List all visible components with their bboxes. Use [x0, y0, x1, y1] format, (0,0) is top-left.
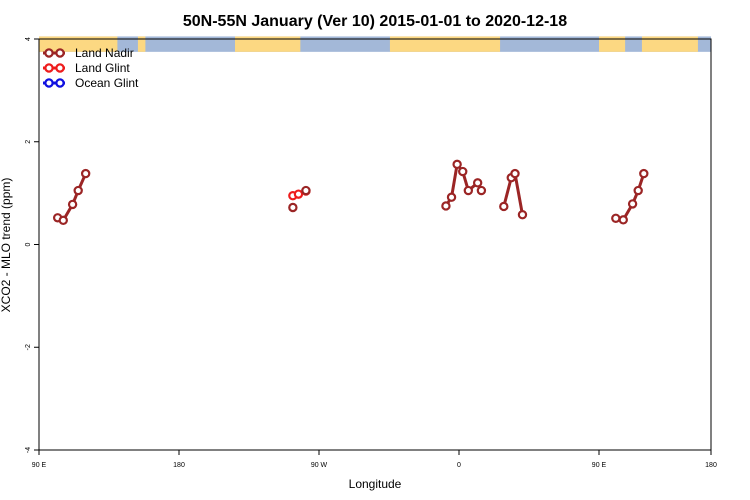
series-land-nadir — [52, 159, 649, 226]
data-point — [288, 202, 298, 213]
series-line — [57, 172, 88, 222]
x-tick-label: 90 W — [311, 462, 328, 469]
x-tick-label: 0 — [457, 462, 461, 469]
land-segment — [235, 36, 301, 52]
y-axis: -4 -2 0 2 4 — [25, 37, 39, 453]
data-point — [293, 189, 304, 199]
data-point — [301, 185, 311, 196]
data-point — [452, 159, 462, 170]
data-point — [633, 185, 643, 196]
data-point — [499, 201, 509, 212]
legend-marker — [55, 48, 65, 58]
land-segment — [137, 36, 146, 52]
x-axis: 90 E 180 90 W 0 90 E 180 — [32, 450, 717, 469]
land-segment — [641, 36, 698, 52]
land-segment — [39, 36, 118, 52]
legend-marker — [55, 78, 65, 88]
x-tick-label: 90 E — [32, 462, 47, 469]
data-point — [441, 201, 451, 211]
data-point — [510, 168, 520, 179]
legend-label: Land Nadir — [75, 46, 134, 60]
data-point — [627, 199, 638, 209]
data-point — [611, 213, 621, 223]
series-land-glint — [288, 185, 311, 213]
y-tick-label: -2 — [25, 344, 32, 350]
legend-marker — [55, 63, 65, 73]
data-point — [446, 192, 457, 202]
data-point — [517, 210, 528, 220]
y-tick-label: -4 — [25, 447, 32, 453]
data-point — [639, 168, 649, 179]
data-point — [463, 185, 474, 196]
y-tick-label: 2 — [25, 140, 32, 144]
legend-item: Land Glint — [43, 61, 130, 75]
data-point — [618, 215, 628, 225]
data-point — [458, 166, 468, 177]
data-point — [476, 185, 487, 196]
data-point — [80, 168, 91, 179]
legend-item: Ocean Glint — [43, 76, 139, 90]
x-axis-label: Longitude — [349, 477, 402, 491]
data-point — [67, 199, 78, 210]
series-line — [615, 173, 646, 222]
legend-label: Ocean Glint — [75, 76, 139, 90]
legend-marker — [44, 63, 54, 73]
land-segment — [389, 36, 501, 52]
chart-title: 50N-55N January (Ver 10) 2015-01-01 to 2… — [183, 13, 567, 30]
legend-marker — [44, 78, 54, 88]
x-tick-label: 180 — [173, 462, 185, 469]
data-point — [73, 185, 83, 196]
legend-marker — [44, 48, 54, 58]
data-point — [58, 215, 68, 226]
legend-item: Land Nadir — [43, 46, 134, 60]
data-point — [472, 178, 483, 188]
y-tick-label: 0 — [25, 242, 32, 246]
series-layer — [52, 159, 649, 226]
plot-frame — [38, 38, 712, 451]
ocean-band — [39, 36, 711, 52]
land-ocean-band — [39, 36, 711, 52]
legend-label: Land Glint — [75, 61, 130, 75]
x-tick-label: 180 — [705, 462, 717, 469]
x-tick-label: 90 E — [592, 462, 607, 469]
y-axis-label: XCO2 - MLO trend (ppm) — [0, 178, 13, 313]
y-tick-label: 4 — [25, 37, 32, 41]
land-segment — [599, 36, 626, 52]
